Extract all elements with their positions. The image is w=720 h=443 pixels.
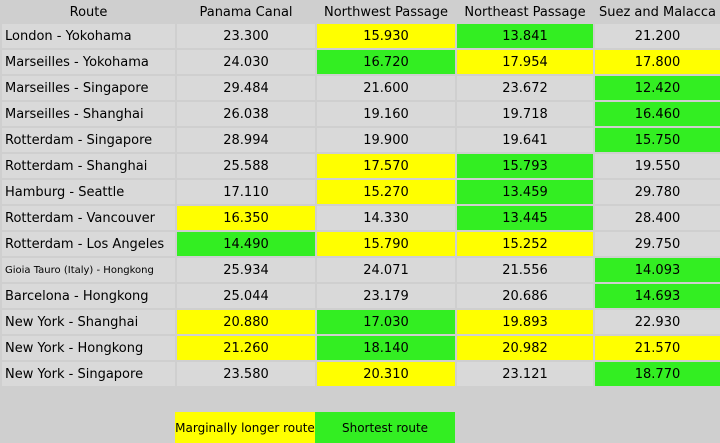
suez-distance-cell: 18.770 (595, 362, 720, 386)
column-header-northeast-passage: Northeast Passage (457, 2, 593, 22)
route-name-cell: Marseilles - Singapore (2, 76, 175, 100)
suez-distance-cell: 21.200 (595, 24, 720, 48)
legend: Marginally longer route Shortest route (175, 412, 455, 443)
route-name-cell: New York - Hongkong (2, 336, 175, 360)
table-row: Rotterdam - Shanghai 25.588 17.570 15.793 19… (2, 154, 720, 178)
route-name-cell: New York - Singapore (2, 362, 175, 386)
route-name-cell: Marseilles - Yokohama (2, 50, 175, 74)
legend-marginally-longer-label: Marginally longer route (175, 420, 315, 435)
northwest-distance-cell: 17.570 (317, 154, 455, 178)
panama-distance-cell: 25.044 (177, 284, 315, 308)
table-row: Marseilles - Singapore 29.484 21.600 23.672… (2, 76, 720, 100)
table-row: Gioia Tauro (Italy) - Hongkong 25.934 24.0… (2, 258, 720, 282)
route-name-cell: Hamburg - Seattle (2, 180, 175, 204)
panama-distance-cell: 25.934 (177, 258, 315, 282)
route-name-cell: London - Yokohama (2, 24, 175, 48)
suez-distance-cell: 21.570 (595, 336, 720, 360)
northeast-distance-cell: 20.982 (457, 336, 593, 360)
northeast-distance-cell: 17.954 (457, 50, 593, 74)
northwest-distance-cell: 19.160 (317, 102, 455, 126)
table-body: London - Yokohama 23.300 15.930 13.841 21.20… (2, 24, 720, 386)
suez-distance-cell: 15.750 (595, 128, 720, 152)
northwest-distance-cell: 16.720 (317, 50, 455, 74)
table-row: Marseilles - Yokohama 24.030 16.720 17.954 1… (2, 50, 720, 74)
northwest-distance-cell: 23.179 (317, 284, 455, 308)
northeast-distance-cell: 23.121 (457, 362, 593, 386)
route-comparison-table: Route Panama Canal Northwest Passage Nor… (2, 2, 720, 386)
northwest-distance-cell: 19.900 (317, 128, 455, 152)
suez-distance-cell: 22.930 (595, 310, 720, 334)
northeast-distance-cell: 20.686 (457, 284, 593, 308)
panama-distance-cell: 23.580 (177, 362, 315, 386)
panama-distance-cell: 28.994 (177, 128, 315, 152)
northwest-distance-cell: 18.140 (317, 336, 455, 360)
northeast-distance-cell: 21.556 (457, 258, 593, 282)
panama-distance-cell: 16.350 (177, 206, 315, 230)
northwest-distance-cell: 21.600 (317, 76, 455, 100)
panama-distance-cell: 14.490 (177, 232, 315, 256)
route-name-cell: Rotterdam - Singapore (2, 128, 175, 152)
column-header-suez-and-malacca: Suez and Malacca (595, 2, 720, 22)
table-header-row: Route Panama Canal Northwest Passage Nor… (2, 2, 720, 22)
northwest-distance-cell: 14.330 (317, 206, 455, 230)
northeast-distance-cell: 19.641 (457, 128, 593, 152)
panama-distance-cell: 21.260 (177, 336, 315, 360)
northeast-distance-cell: 15.252 (457, 232, 593, 256)
suez-distance-cell: 19.550 (595, 154, 720, 178)
route-name-cell: Rotterdam - Vancouver (2, 206, 175, 230)
suez-distance-cell: 14.693 (595, 284, 720, 308)
table-row: New York - Hongkong 21.260 18.140 20.982 21.… (2, 336, 720, 360)
table-row: Marseilles - Shanghai 26.038 19.160 19.718 1… (2, 102, 720, 126)
route-name-cell: New York - Shanghai (2, 310, 175, 334)
panama-distance-cell: 23.300 (177, 24, 315, 48)
route-name-cell: Barcelona - Hongkong (2, 284, 175, 308)
northwest-distance-cell: 17.030 (317, 310, 455, 334)
panama-distance-cell: 17.110 (177, 180, 315, 204)
northwest-distance-cell: 15.790 (317, 232, 455, 256)
northwest-distance-cell: 15.270 (317, 180, 455, 204)
northwest-distance-cell: 15.930 (317, 24, 455, 48)
panama-distance-cell: 24.030 (177, 50, 315, 74)
table-row: Barcelona - Hongkong 25.044 23.179 20.686 14… (2, 284, 720, 308)
table-row: London - Yokohama 23.300 15.930 13.841 21.20… (2, 24, 720, 48)
route-name-cell: Rotterdam - Shanghai (2, 154, 175, 178)
table-row: Rotterdam - Los Angeles 14.490 15.790 15.25… (2, 232, 720, 256)
northeast-distance-cell: 23.672 (457, 76, 593, 100)
northeast-distance-cell: 13.445 (457, 206, 593, 230)
column-header-panama-canal: Panama Canal (177, 2, 315, 22)
route-comparison-table-container: Route Panama Canal Northwest Passage Nor… (2, 2, 720, 386)
table-row: Hamburg - Seattle 17.110 15.270 13.459 29.78… (2, 180, 720, 204)
northwest-distance-cell: 20.310 (317, 362, 455, 386)
panama-distance-cell: 26.038 (177, 102, 315, 126)
route-name-cell: Marseilles - Shanghai (2, 102, 175, 126)
northeast-distance-cell: 15.793 (457, 154, 593, 178)
column-header-route: Route (2, 2, 175, 22)
northwest-distance-cell: 24.071 (317, 258, 455, 282)
table-row: New York - Singapore 23.580 20.310 23.121 18… (2, 362, 720, 386)
table-row: Rotterdam - Vancouver 16.350 14.330 13.445 2… (2, 206, 720, 230)
suez-distance-cell: 28.400 (595, 206, 720, 230)
panama-distance-cell: 25.588 (177, 154, 315, 178)
suez-distance-cell: 16.460 (595, 102, 720, 126)
suez-distance-cell: 29.750 (595, 232, 720, 256)
legend-shortest-route-label: Shortest route (341, 420, 429, 435)
suez-distance-cell: 12.420 (595, 76, 720, 100)
legend-marginally-longer: Marginally longer route (175, 412, 315, 443)
northeast-distance-cell: 13.459 (457, 180, 593, 204)
suez-distance-cell: 14.093 (595, 258, 720, 282)
northeast-distance-cell: 13.841 (457, 24, 593, 48)
panama-distance-cell: 29.484 (177, 76, 315, 100)
northeast-distance-cell: 19.718 (457, 102, 593, 126)
panama-distance-cell: 20.880 (177, 310, 315, 334)
legend-shortest-route: Shortest route (315, 412, 455, 443)
suez-distance-cell: 29.780 (595, 180, 720, 204)
northeast-distance-cell: 19.893 (457, 310, 593, 334)
column-header-northwest-passage: Northwest Passage (317, 2, 455, 22)
suez-distance-cell: 17.800 (595, 50, 720, 74)
table-row: New York - Shanghai 20.880 17.030 19.893 22.… (2, 310, 720, 334)
table-row: Rotterdam - Singapore 28.994 19.900 19.641 1… (2, 128, 720, 152)
route-name-cell: Gioia Tauro (Italy) - Hongkong (2, 258, 175, 282)
route-name-cell: Rotterdam - Los Angeles (2, 232, 175, 256)
